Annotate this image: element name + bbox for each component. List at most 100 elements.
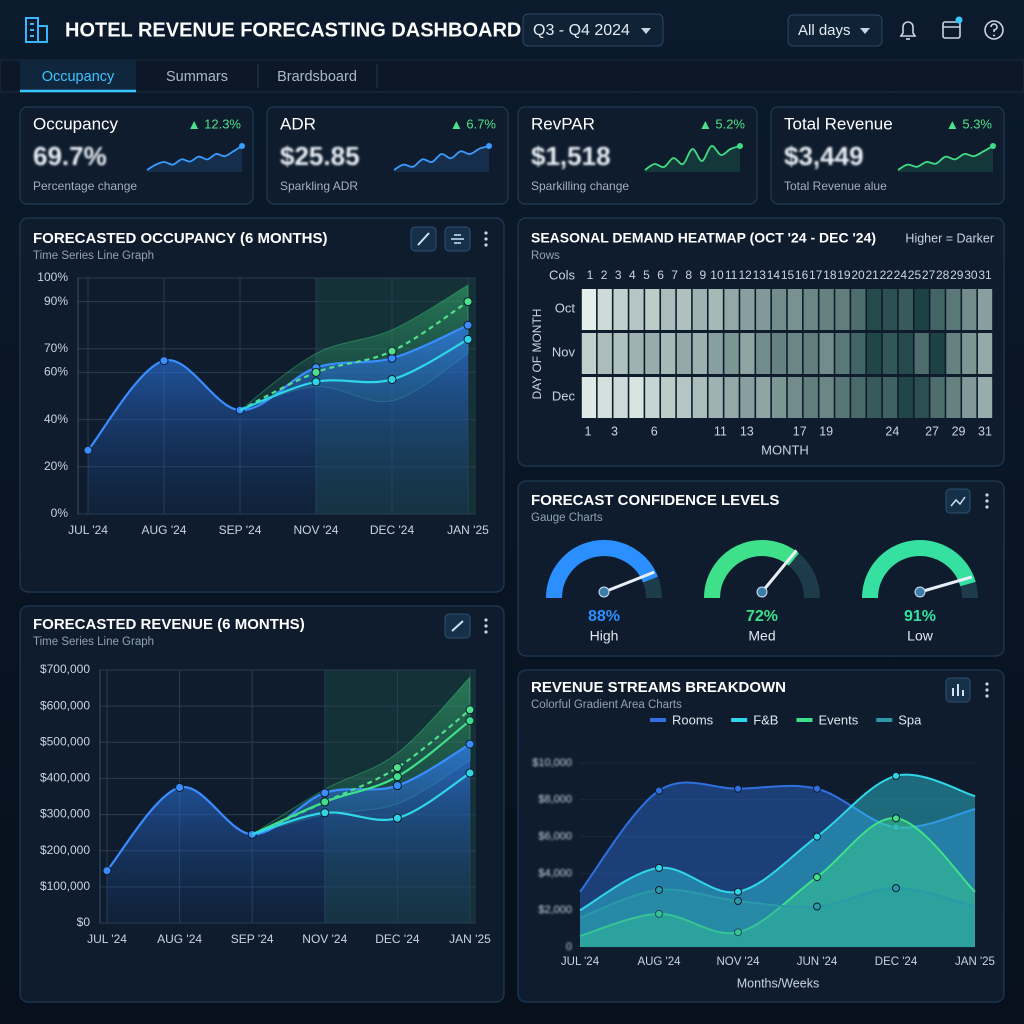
- col-label: 7: [671, 268, 678, 282]
- heat-cell: [676, 333, 692, 374]
- heat-cell: [645, 333, 660, 374]
- chart-button[interactable]: [945, 677, 971, 703]
- help-icon[interactable]: [984, 20, 1004, 40]
- stream-line: [579, 887, 976, 919]
- x-tick-label: SEP '24: [231, 932, 274, 946]
- heat-cell: [898, 333, 913, 374]
- col-label: 10: [710, 268, 724, 282]
- calendar-icon[interactable]: [942, 16, 963, 39]
- stream-line: [579, 773, 976, 912]
- menu-dots[interactable]: [985, 493, 989, 509]
- heat-cell: [835, 377, 850, 418]
- chart-button[interactable]: [945, 488, 971, 514]
- heat-cell: [787, 377, 803, 418]
- heat-cell: [867, 289, 882, 330]
- x-tick-label: JUL '24: [68, 523, 108, 537]
- tab-bar: [0, 59, 1024, 93]
- heat-cell: [867, 333, 882, 374]
- col-label: 21: [865, 268, 879, 282]
- data-point: [465, 705, 475, 715]
- kpi-up-arrow: [948, 121, 957, 129]
- x-tick-label: JAN '25: [447, 523, 489, 537]
- col-label: 30: [964, 268, 978, 282]
- heat-cell: [946, 377, 961, 418]
- heat-cell: [914, 289, 929, 330]
- kpi-up-arrow: [701, 121, 710, 129]
- panel-subtitle: Rows: [531, 250, 560, 262]
- row-label: Dec: [552, 388, 576, 403]
- heat-cell: [708, 289, 723, 330]
- heat-cell: [740, 377, 755, 418]
- data-point: [463, 320, 473, 330]
- days-dropdown[interactable]: [787, 14, 883, 47]
- x-tick-label: AUG '24: [142, 523, 187, 537]
- data-point: [734, 784, 742, 793]
- kpi-change: 12.3%: [204, 116, 241, 131]
- heat-cell: [946, 289, 961, 330]
- data-point: [734, 897, 742, 905]
- col-label: 12: [738, 268, 752, 282]
- sparkline-end: [990, 143, 996, 149]
- x-tick-label: 31: [978, 424, 992, 438]
- stream-area: [580, 888, 975, 947]
- gauge-needle: [760, 549, 798, 593]
- filter-button[interactable]: [444, 226, 471, 252]
- y-axis-label: DAY OF MONTH: [530, 309, 544, 400]
- heat-cell: [962, 333, 977, 374]
- kpi-up-arrow: [190, 121, 199, 129]
- bell-icon[interactable]: [899, 21, 917, 40]
- days-label: All days: [798, 22, 851, 39]
- heat-cell: [771, 377, 787, 418]
- data-point: [311, 367, 321, 377]
- legend-label: Rooms: [672, 712, 714, 727]
- x-tick-label: 17: [793, 424, 807, 438]
- kpi-up-arrow: [452, 121, 461, 129]
- tab[interactable]: Brardsboard: [277, 69, 357, 85]
- y-tick-label: $0: [77, 915, 91, 929]
- data-point: [159, 356, 169, 366]
- heat-cell: [803, 377, 818, 418]
- col-label: 31: [978, 268, 992, 282]
- gauge-hub: [914, 586, 926, 598]
- stream-line: [579, 817, 976, 937]
- heat-cell: [645, 377, 660, 418]
- heat-cell: [930, 333, 945, 374]
- heat-cell: [977, 377, 993, 418]
- data-point: [655, 909, 663, 918]
- y-tick-label: $10,000: [532, 757, 572, 769]
- edit-button[interactable]: [410, 226, 437, 252]
- panel-subtitle: Time Series Line Graph: [33, 250, 154, 262]
- panel-title: FORECASTED REVENUE (6 MONTHS): [33, 616, 305, 633]
- data-point: [465, 716, 475, 726]
- kpi-name: ADR: [280, 114, 316, 133]
- menu-dots[interactable]: [985, 682, 989, 698]
- heat-cell: [629, 377, 644, 418]
- data-point: [392, 781, 402, 791]
- x-tick-label: AUG '24: [157, 932, 202, 946]
- link-button[interactable]: [444, 613, 471, 639]
- x-tick-label: DEC '24: [875, 956, 918, 968]
- menu-dots[interactable]: [484, 618, 488, 634]
- heat-cell: [661, 377, 676, 418]
- gauge-needle: [919, 575, 973, 594]
- x-tick-label: DEC '24: [370, 523, 415, 537]
- heat-cell: [962, 289, 977, 330]
- line-area: [88, 325, 468, 514]
- col-label: 3: [615, 268, 622, 282]
- kpi-card: [517, 106, 758, 205]
- stream-area: [580, 774, 975, 947]
- menu-dots[interactable]: [484, 231, 488, 247]
- heat-cell: [629, 289, 644, 330]
- col-label: 15: [781, 268, 795, 282]
- tab[interactable]: Occupancy: [42, 69, 115, 85]
- tab[interactable]: Summars: [166, 69, 228, 85]
- data-point: [813, 902, 821, 911]
- y-tick-label: 70%: [44, 341, 68, 355]
- heat-cell: [676, 289, 692, 330]
- stream-line: [579, 781, 976, 893]
- data-point: [892, 814, 900, 823]
- heat-cell: [581, 377, 597, 418]
- period-dropdown[interactable]: [522, 13, 664, 47]
- panel: [517, 480, 1005, 657]
- col-label: 20: [851, 268, 865, 282]
